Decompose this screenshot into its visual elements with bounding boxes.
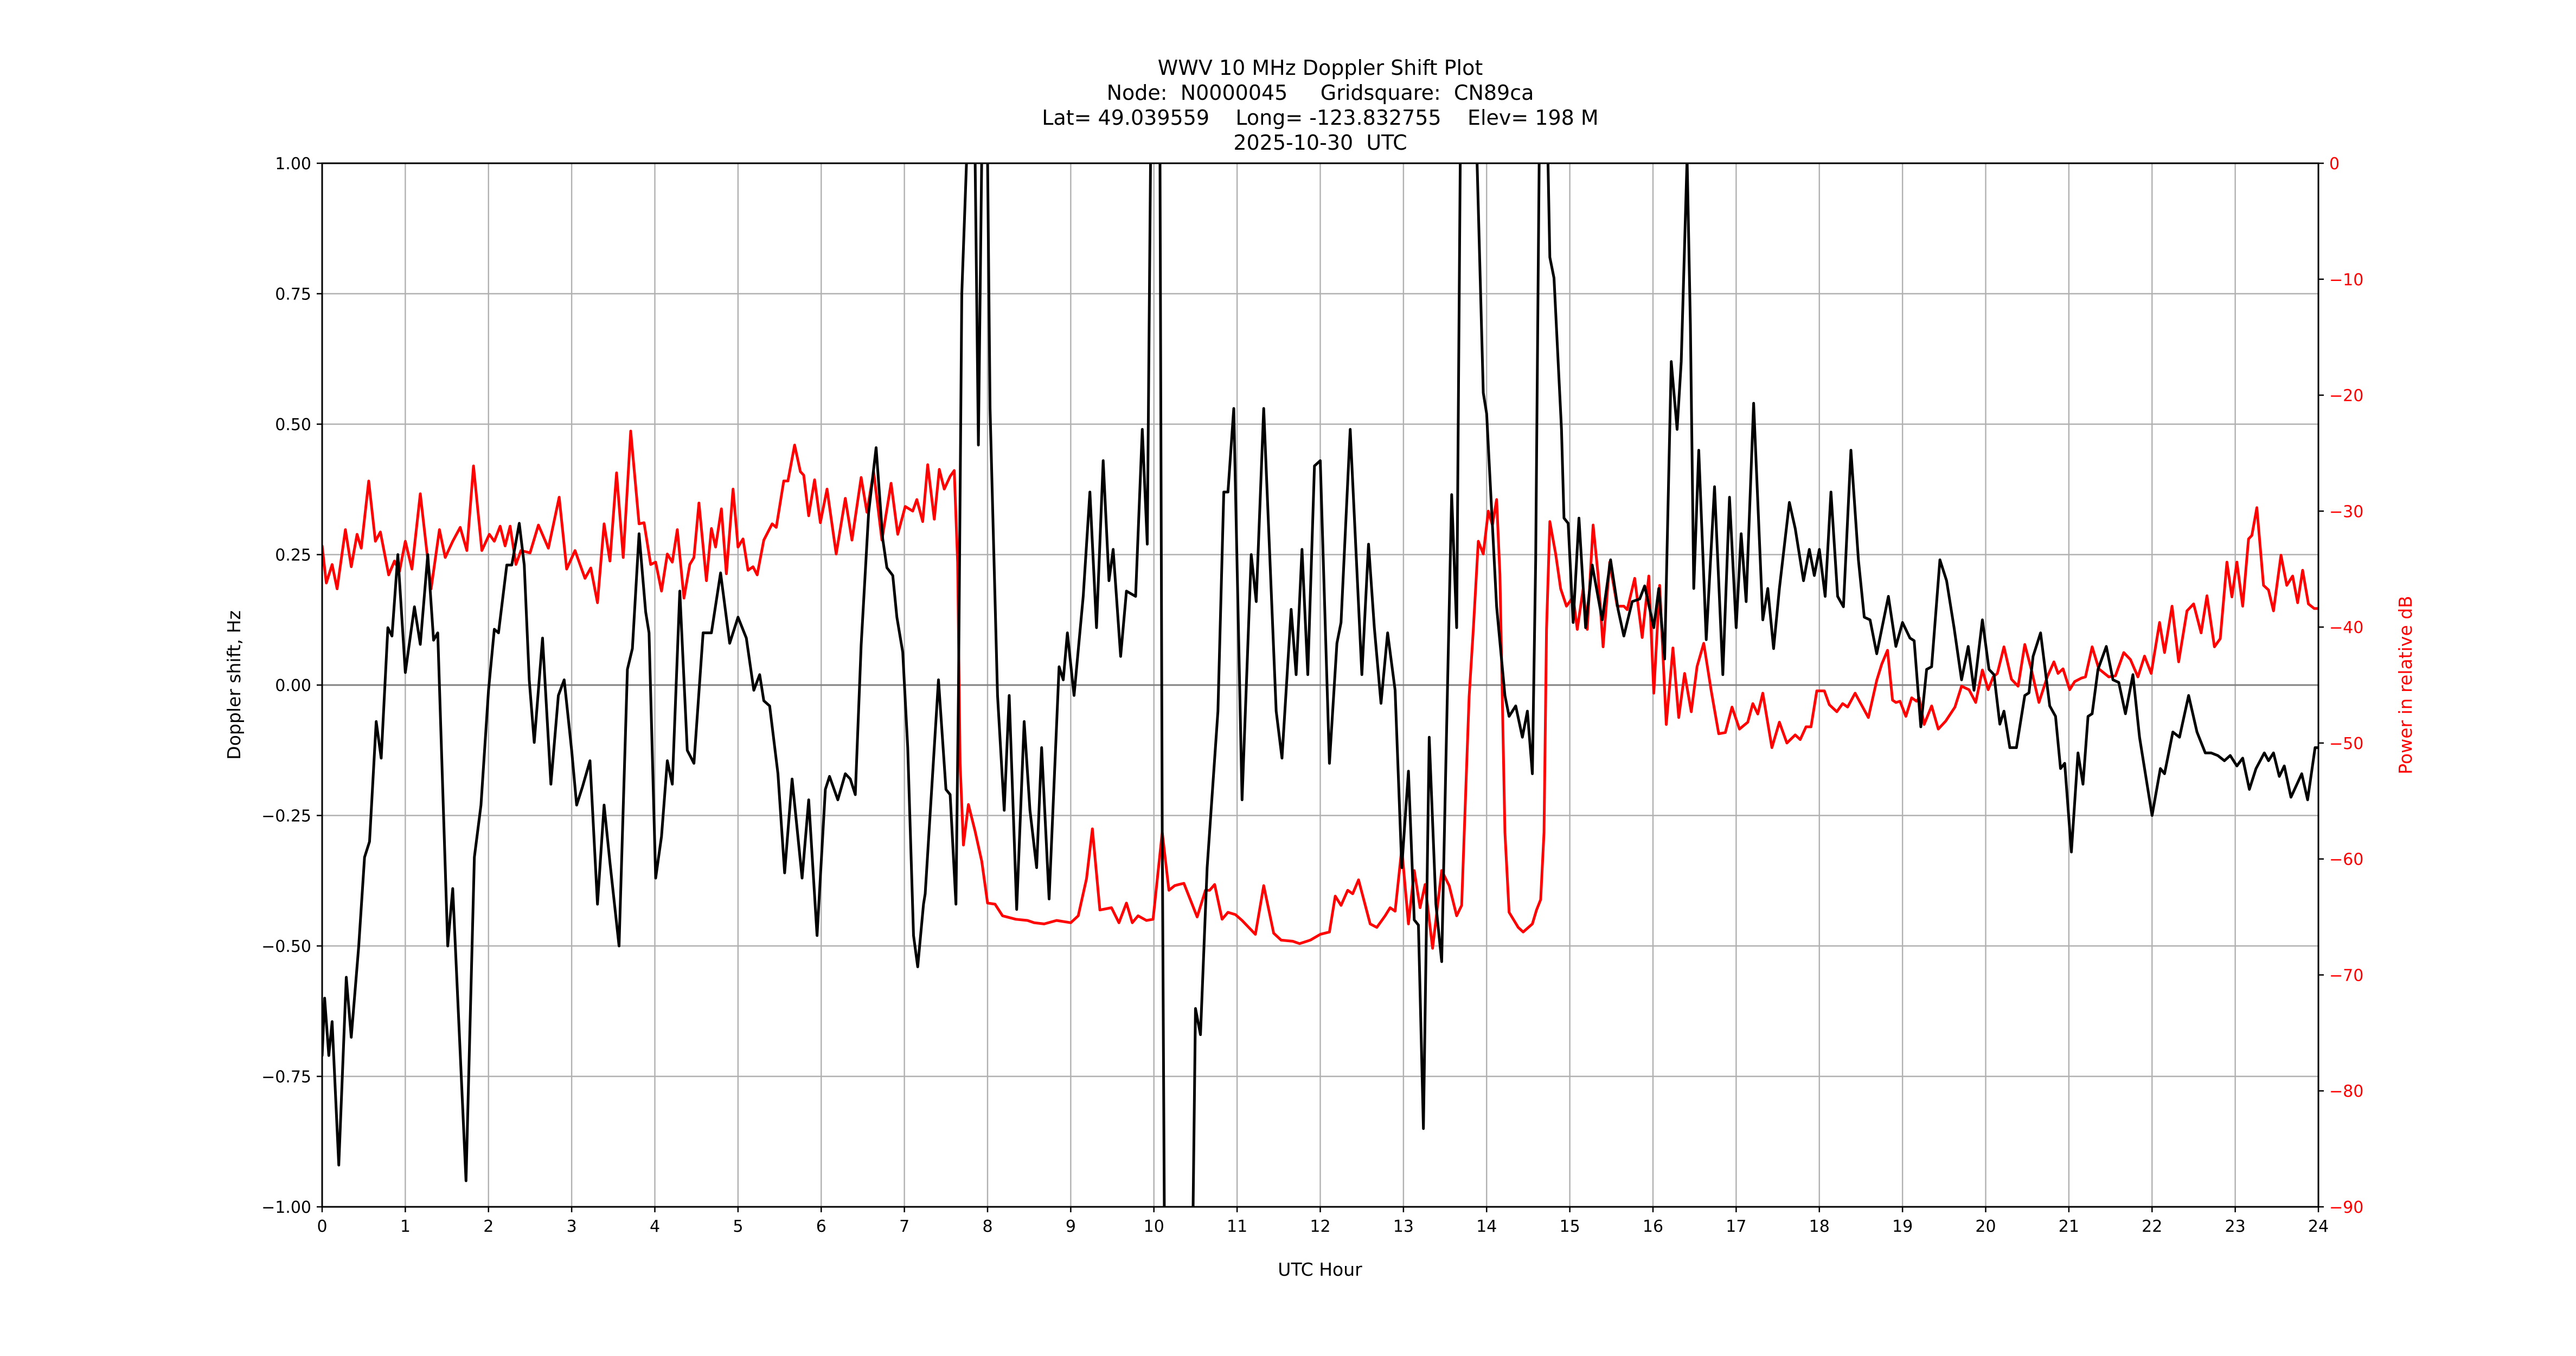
y-tick-label: −1.00 — [261, 1198, 311, 1217]
title-main: WWV 10 MHz Doppler Shift Plot — [1157, 56, 1483, 80]
x-tick-label: 9 — [1066, 1217, 1076, 1236]
x-tick-label: 5 — [733, 1217, 743, 1236]
left-y-axis-ticks: 1.00 0.75 0.50 0.25 0.00 −0.25 −0.50 −0.75 −1.00 — [261, 155, 322, 1217]
x-tick-label: 13 — [1393, 1217, 1414, 1236]
x-axis-label: UTC Hour — [1278, 1259, 1362, 1280]
y2-tick-label: −10 — [2329, 271, 2363, 290]
y2-tick-label: −80 — [2329, 1082, 2363, 1101]
power-series-line — [322, 430, 2318, 950]
title-date: 2025-10-30 UTC — [1233, 131, 1407, 155]
y2-tick-label: −50 — [2329, 734, 2363, 753]
x-tick-label: 15 — [1560, 1217, 1580, 1236]
x-tick-label: 10 — [1144, 1217, 1164, 1236]
x-tick-label: 23 — [2225, 1217, 2246, 1236]
y2-tick-label: −40 — [2329, 618, 2363, 637]
x-tick-label: 24 — [2308, 1217, 2329, 1236]
x-tick-label: 12 — [1310, 1217, 1330, 1236]
x-tick-label: 16 — [1643, 1217, 1663, 1236]
right-y-axis-ticks: 0 −10 −20 −30 −40 −50 −60 −70 −80 −90 — [2318, 155, 2363, 1217]
doppler-polyline — [322, 163, 2318, 1207]
y-tick-label: 1.00 — [275, 155, 311, 174]
x-tick-label: 22 — [2142, 1217, 2162, 1236]
title-coordinates: Lat= 49.039559 Long= -123.832755 Elev= 1… — [1042, 106, 1599, 130]
y-tick-label: −0.75 — [261, 1068, 311, 1087]
x-tick-label: 6 — [816, 1217, 826, 1236]
right-y-axis-label: Power in relative dB — [2395, 596, 2416, 774]
y-tick-label: 0.50 — [275, 415, 311, 434]
x-tick-label: 19 — [1892, 1217, 1913, 1236]
y-tick-label: 0.00 — [275, 676, 311, 695]
x-axis-ticks: 0 1 2 3 4 5 6 7 8 9 10 11 12 13 14 15 16 17 18 19 20 21 22 23 24 — [317, 1207, 2329, 1236]
x-tick-label: 20 — [1975, 1217, 1996, 1236]
y2-tick-label: −20 — [2329, 387, 2363, 406]
x-tick-label: 8 — [982, 1217, 992, 1236]
x-tick-label: 2 — [483, 1217, 494, 1236]
y-tick-label: 0.25 — [275, 546, 311, 565]
power-polyline — [322, 430, 2318, 950]
y-tick-label: −0.50 — [261, 937, 311, 956]
x-tick-label: 14 — [1476, 1217, 1497, 1236]
x-tick-label: 7 — [899, 1217, 909, 1236]
x-tick-label: 18 — [1809, 1217, 1830, 1236]
doppler-series-line — [322, 163, 2318, 1207]
y2-tick-label: −60 — [2329, 850, 2363, 869]
x-tick-label: 0 — [317, 1217, 327, 1236]
title-node-gridsquare: Node: N0000045 Gridsquare: CN89ca — [1106, 81, 1534, 105]
x-tick-label: 11 — [1227, 1217, 1247, 1236]
x-tick-label: 21 — [2059, 1217, 2079, 1236]
y2-tick-label: −30 — [2329, 502, 2363, 521]
y-tick-label: 0.75 — [275, 285, 311, 304]
x-tick-label: 1 — [400, 1217, 411, 1236]
x-tick-label: 3 — [567, 1217, 577, 1236]
y2-tick-label: 0 — [2329, 155, 2340, 174]
x-tick-label: 4 — [650, 1217, 660, 1236]
y2-tick-label: −70 — [2329, 966, 2363, 985]
y-tick-label: −0.25 — [261, 807, 311, 826]
left-y-axis-label: Doppler shift, Hz — [223, 610, 245, 759]
x-tick-label: 17 — [1726, 1217, 1746, 1236]
y2-tick-label: −90 — [2329, 1198, 2363, 1217]
chart-title: WWV 10 MHz Doppler Shift Plot Node: N000… — [322, 55, 2318, 155]
